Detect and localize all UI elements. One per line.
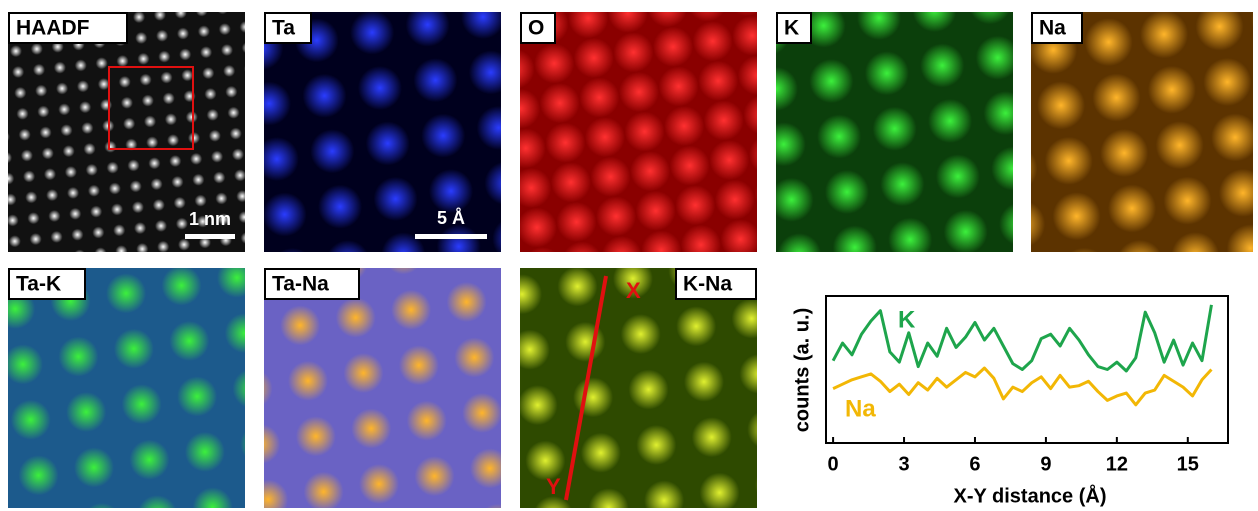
x-tick-label: 3 — [898, 453, 909, 475]
figure: 1 nm 5 Å X Y HAADF Ta O K Na Ta-K Ta-Na … — [0, 0, 1258, 511]
x-tick-label: 6 — [969, 453, 980, 475]
x-tick-label: 0 — [828, 453, 839, 475]
plot-frame — [826, 296, 1228, 443]
panel-haadf: 1 nm — [8, 12, 245, 252]
panel-k-na: X Y — [520, 268, 757, 508]
y-axis-label: counts (a. u.) — [791, 308, 813, 432]
scale-bar-label: 1 nm — [189, 209, 231, 229]
panel-na — [1031, 12, 1253, 252]
panel-label: O — [528, 17, 544, 40]
panel-label: Na — [1039, 17, 1066, 40]
panel-label: K-Na — [683, 273, 732, 296]
panel-o — [520, 12, 757, 252]
x-tick-label: 12 — [1106, 453, 1128, 475]
series-line — [833, 305, 1211, 371]
panel-label: Ta-K — [16, 273, 61, 296]
series-line — [833, 368, 1211, 405]
line-chart: X-Y distance (Å) counts (a. u.) K Na — [791, 296, 1228, 507]
panel-k — [776, 12, 1013, 252]
panel-label: HAADF — [16, 17, 90, 40]
series-label: K — [898, 306, 916, 333]
x-axis-label: X-Y distance (Å) — [954, 483, 1107, 507]
panel-ta-na — [264, 268, 501, 508]
line-end-label: Y — [546, 474, 561, 499]
scale-bar-label: 5 Å — [437, 208, 465, 228]
series-label: Na — [845, 395, 876, 422]
panel-ta: 5 Å — [264, 12, 501, 252]
x-tick-label: 9 — [1040, 453, 1051, 475]
panel-label: Ta-Na — [272, 273, 329, 296]
panel-ta-k — [8, 268, 245, 508]
x-tick-label: 15 — [1177, 453, 1199, 475]
panel-label: K — [784, 17, 799, 40]
panel-label: Ta — [272, 17, 295, 40]
line-start-label: X — [626, 278, 641, 303]
